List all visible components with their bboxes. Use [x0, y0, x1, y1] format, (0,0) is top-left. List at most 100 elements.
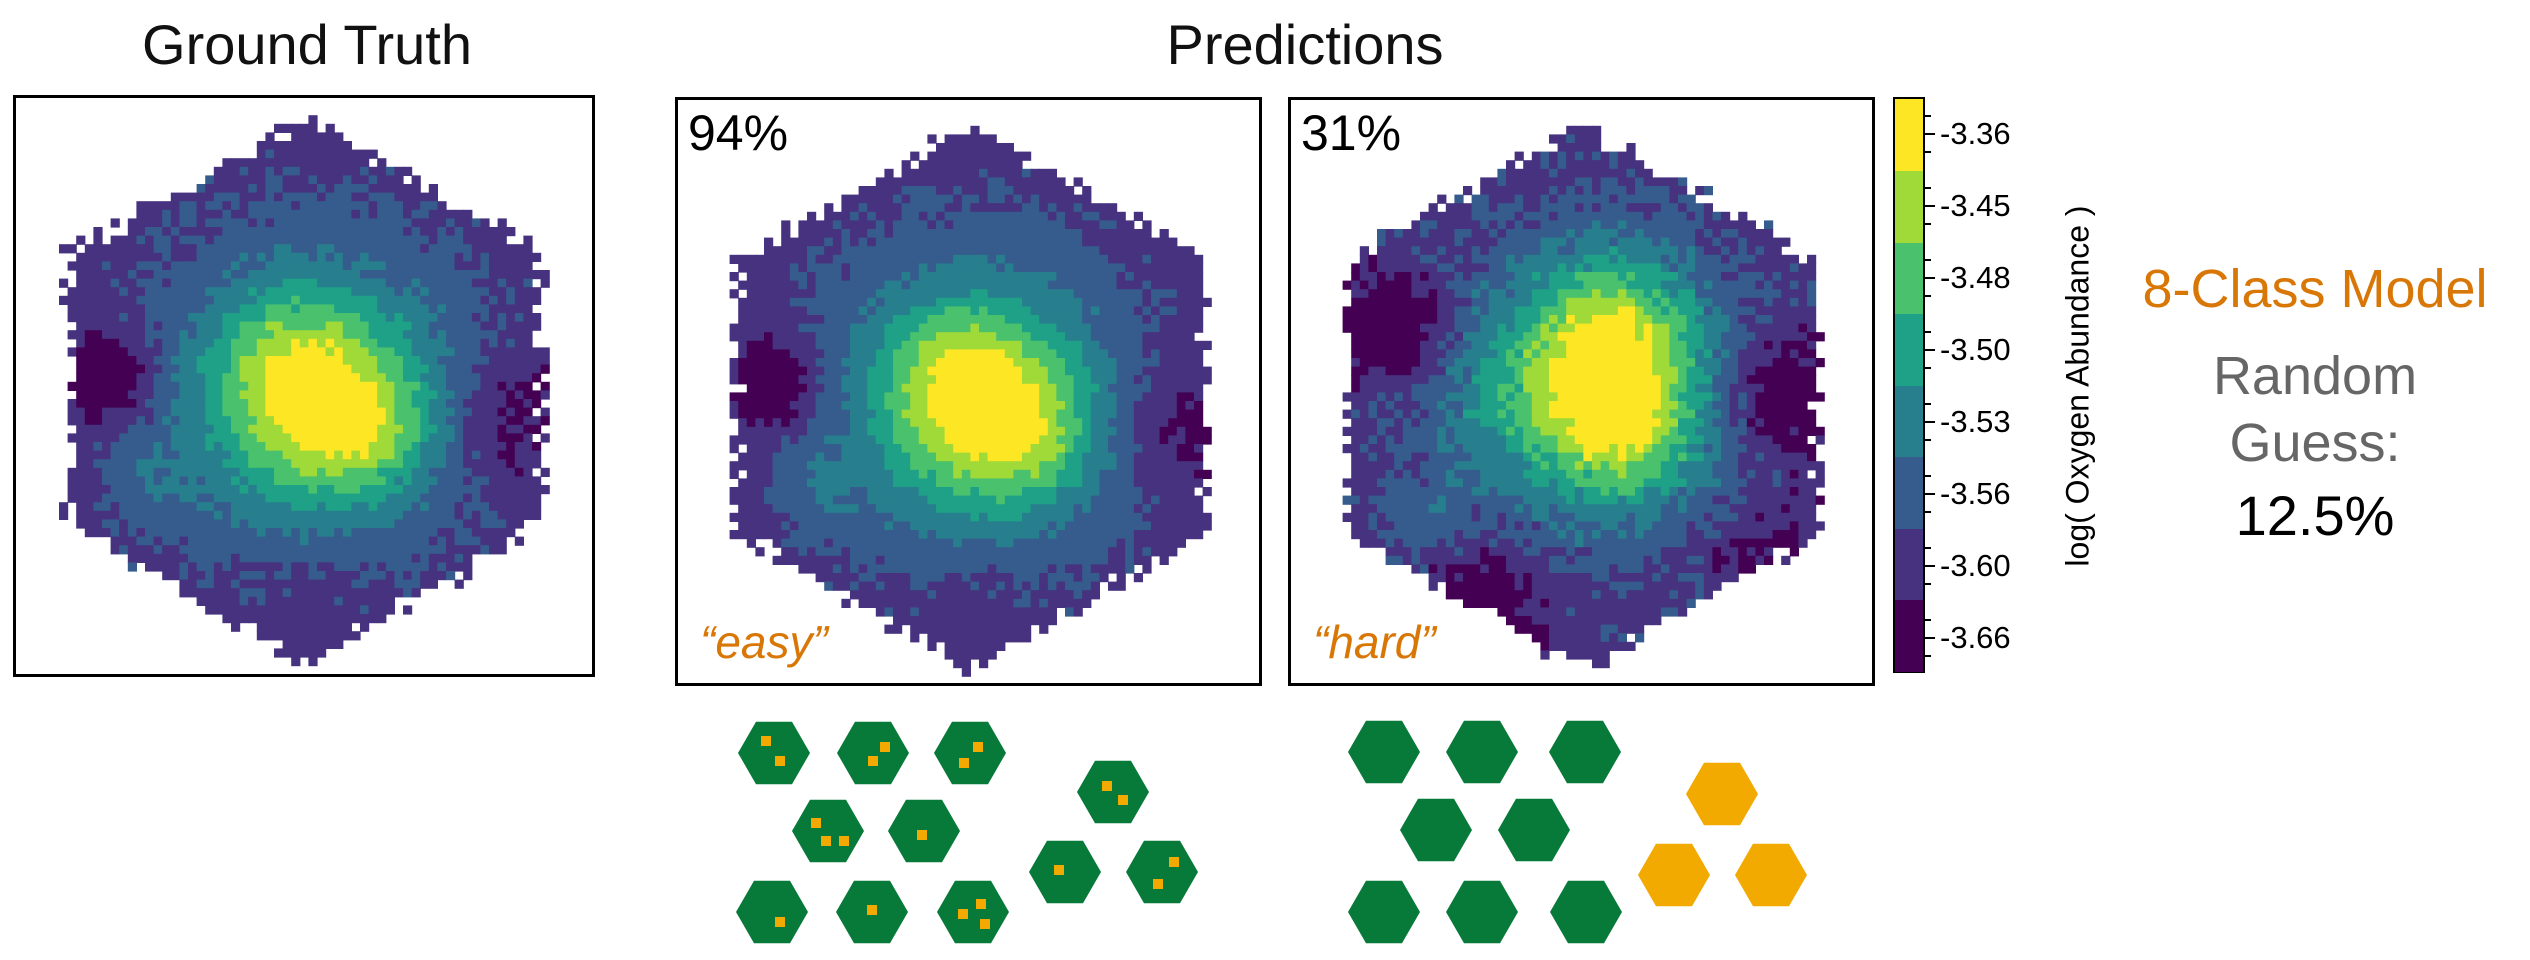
map-pixel [910, 306, 920, 316]
map-pixel [1004, 349, 1014, 359]
map-pixel [996, 633, 1006, 643]
map-pixel [506, 295, 516, 305]
map-pixel [231, 356, 241, 366]
map-pixel [1039, 280, 1049, 290]
map-pixel [1065, 392, 1075, 402]
map-pixel [420, 433, 430, 443]
map-pixel [1116, 547, 1126, 557]
map-pixel [145, 313, 155, 323]
map-pixel [360, 596, 370, 606]
map-pixel [1039, 469, 1049, 479]
map-pixel [170, 545, 180, 555]
map-pixel [420, 304, 430, 314]
map-pixel [1108, 323, 1118, 333]
map-pixel [798, 469, 808, 479]
map-pixel [506, 347, 516, 357]
map-pixel [979, 555, 989, 565]
map-pixel [403, 528, 413, 538]
map-pixel [308, 261, 318, 271]
map-pixel [334, 485, 344, 495]
map-pixel [291, 356, 301, 366]
map-pixel [815, 555, 825, 565]
map-pixel [1108, 538, 1118, 548]
map-pixel [970, 538, 980, 548]
map-pixel [884, 254, 894, 264]
map-pixel [368, 390, 378, 400]
map-pixel [841, 573, 851, 583]
map-pixel [884, 315, 894, 325]
map-pixel [351, 476, 361, 486]
map-pixel [1099, 332, 1109, 342]
map-pixel [1142, 289, 1152, 299]
map-pixel [205, 485, 215, 495]
map-pixel [532, 295, 542, 305]
map-pixel [944, 272, 954, 282]
map-pixel [755, 383, 765, 393]
map-pixel [93, 442, 103, 452]
map-pixel [205, 175, 215, 185]
map-pixel [901, 280, 911, 290]
map-pixel [205, 493, 215, 503]
map-pixel [368, 252, 378, 262]
map-pixel [1030, 203, 1040, 213]
map-pixel [136, 459, 146, 469]
map-pixel [841, 418, 851, 428]
map-pixel [205, 571, 215, 581]
map-pixel [987, 409, 997, 419]
map-pixel [420, 536, 430, 546]
map-pixel [351, 295, 361, 305]
map-pixel [1004, 598, 1014, 608]
map-pixel [910, 418, 920, 428]
map-pixel [514, 519, 524, 529]
map-pixel [815, 366, 825, 376]
map-pixel [368, 381, 378, 391]
map-pixel [291, 278, 301, 288]
map-pixel [1047, 461, 1057, 471]
map-pixel [746, 297, 756, 307]
map-pixel [1099, 512, 1109, 522]
map-pixel [1004, 478, 1014, 488]
map-pixel [377, 588, 387, 598]
map-pixel [807, 418, 817, 428]
map-pixel [1030, 461, 1040, 471]
map-pixel [291, 364, 301, 374]
map-pixel [136, 252, 146, 262]
map-pixel [910, 203, 920, 213]
map-pixel [179, 278, 189, 288]
map-pixel [446, 261, 456, 271]
map-pixel [841, 280, 851, 290]
map-pixel [205, 553, 215, 563]
map-pixel [428, 485, 438, 495]
map-pixel [179, 424, 189, 434]
map-pixel [875, 323, 885, 333]
map-pixel [1073, 297, 1083, 307]
map-pixel [153, 313, 163, 323]
map-pixel [179, 519, 189, 529]
map-pixel [368, 442, 378, 452]
map-pixel [936, 358, 946, 368]
map-pixel [102, 270, 112, 280]
map-pixel [153, 227, 163, 237]
map-pixel [1108, 409, 1118, 419]
map-pixel [342, 459, 352, 469]
map-pixel [76, 450, 86, 460]
map-pixel [489, 261, 499, 271]
map-pixel [944, 538, 954, 548]
map-pixel [291, 424, 301, 434]
map-pixel [145, 536, 155, 546]
map-pixel [875, 263, 885, 273]
map-pixel [317, 528, 327, 538]
map-pixel [1056, 512, 1066, 522]
map-pixel [222, 192, 232, 202]
map-pixel [841, 555, 851, 565]
map-pixel [411, 510, 421, 520]
map-pixel [772, 289, 782, 299]
map-pixel [1073, 512, 1083, 522]
map-pixel [394, 321, 404, 331]
map-pixel [1090, 418, 1100, 428]
map-pixel [910, 461, 920, 471]
map-pixel [213, 175, 223, 185]
map-pixel [953, 246, 963, 256]
map-pixel [299, 149, 309, 159]
map-pixel [875, 237, 885, 247]
